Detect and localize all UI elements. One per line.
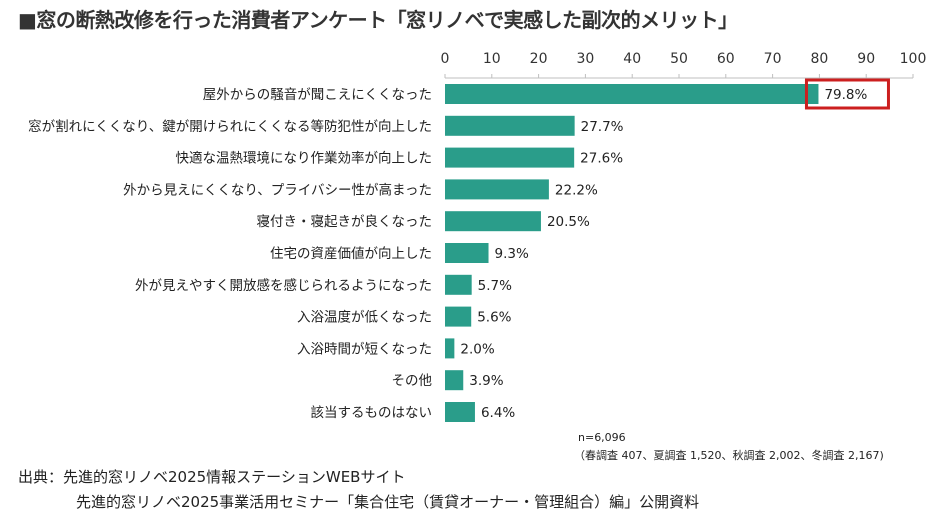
x-tick-label: 40 [623, 51, 641, 67]
bar [445, 402, 475, 422]
x-tick-label: 90 [857, 51, 875, 67]
bar [445, 84, 819, 104]
bar [445, 179, 549, 200]
x-tick-label: 20 [530, 51, 548, 67]
x-tick-label: 80 [810, 51, 828, 67]
value-label: 6.4% [481, 405, 515, 421]
value-label: 79.8% [824, 87, 867, 103]
x-tick-label: 10 [483, 51, 501, 67]
category-label: その他 [392, 373, 433, 389]
category-label: 入浴温度が低くなった [297, 310, 432, 326]
category-label: 外が見えやすく開放感を感じられるようになった [135, 277, 432, 294]
bar [445, 370, 464, 391]
category-label: 住宅の資産価値が向上した [270, 246, 432, 262]
bar [445, 243, 489, 263]
value-label: 2.0% [460, 341, 494, 357]
sample-size-note: n=6,096 [578, 431, 626, 444]
value-label: 9.3% [495, 246, 529, 262]
x-tick-label: 0 [441, 51, 450, 67]
bar [445, 306, 472, 327]
x-tick-label: 30 [576, 51, 594, 67]
bar-chart: 0 10 20 30 40 50 60 70 80 90 100 屋外からの騒音が聞こえにくくなった 7… [28, 51, 927, 422]
bar [445, 115, 575, 136]
value-label: 3.9% [469, 373, 503, 389]
bar [445, 147, 575, 168]
category-label: 外から見えにくくなり、プライバシー性が高まった [123, 181, 432, 198]
x-tick-label: 50 [670, 51, 688, 67]
category-label: 快適な温熱環境になり作業効率が向上した [176, 150, 433, 167]
bar [445, 338, 455, 359]
x-tick-label: 100 [900, 51, 927, 67]
category-label: 該当するものはない [311, 405, 433, 421]
category-label: 屋外からの騒音が聞こえにくくなった [203, 86, 432, 103]
value-label: 5.7% [478, 278, 512, 294]
x-tick-label: 60 [717, 51, 735, 67]
value-label: 22.2% [555, 182, 598, 198]
source-line-1: 出典：先進的窓リノベ2025情報ステーションWEBサイト [18, 468, 406, 486]
category-label: 寝付き・寝起きが良くなった [257, 213, 433, 230]
value-label: 27.7% [581, 119, 624, 135]
x-tick-label: 70 [764, 51, 782, 67]
highlight-box [804, 78, 890, 110]
category-label: 窓が割れにくくなり、鍵が開けられにくくなる等防犯性が向上した [28, 118, 432, 135]
survey-breakdown-note: （春調査 407、夏調査 1,520、秋調査 2,002、冬調査 2,167) [574, 449, 884, 462]
chart-title: ■窓の断熱改修を行った消費者アンケート「窓リノベで実感した副次的メリット」 [18, 8, 738, 32]
source-line-2: 先進的窓リノベ2025事業活用セミナー「集合住宅（賃貸オーナー・管理組合）編」公… [76, 493, 700, 511]
bar [445, 274, 472, 295]
value-label: 27.6% [580, 151, 623, 167]
value-label: 5.6% [477, 310, 511, 326]
bar [445, 211, 541, 232]
value-label: 20.5% [547, 214, 590, 230]
category-label: 入浴時間が短くなった [297, 341, 432, 357]
